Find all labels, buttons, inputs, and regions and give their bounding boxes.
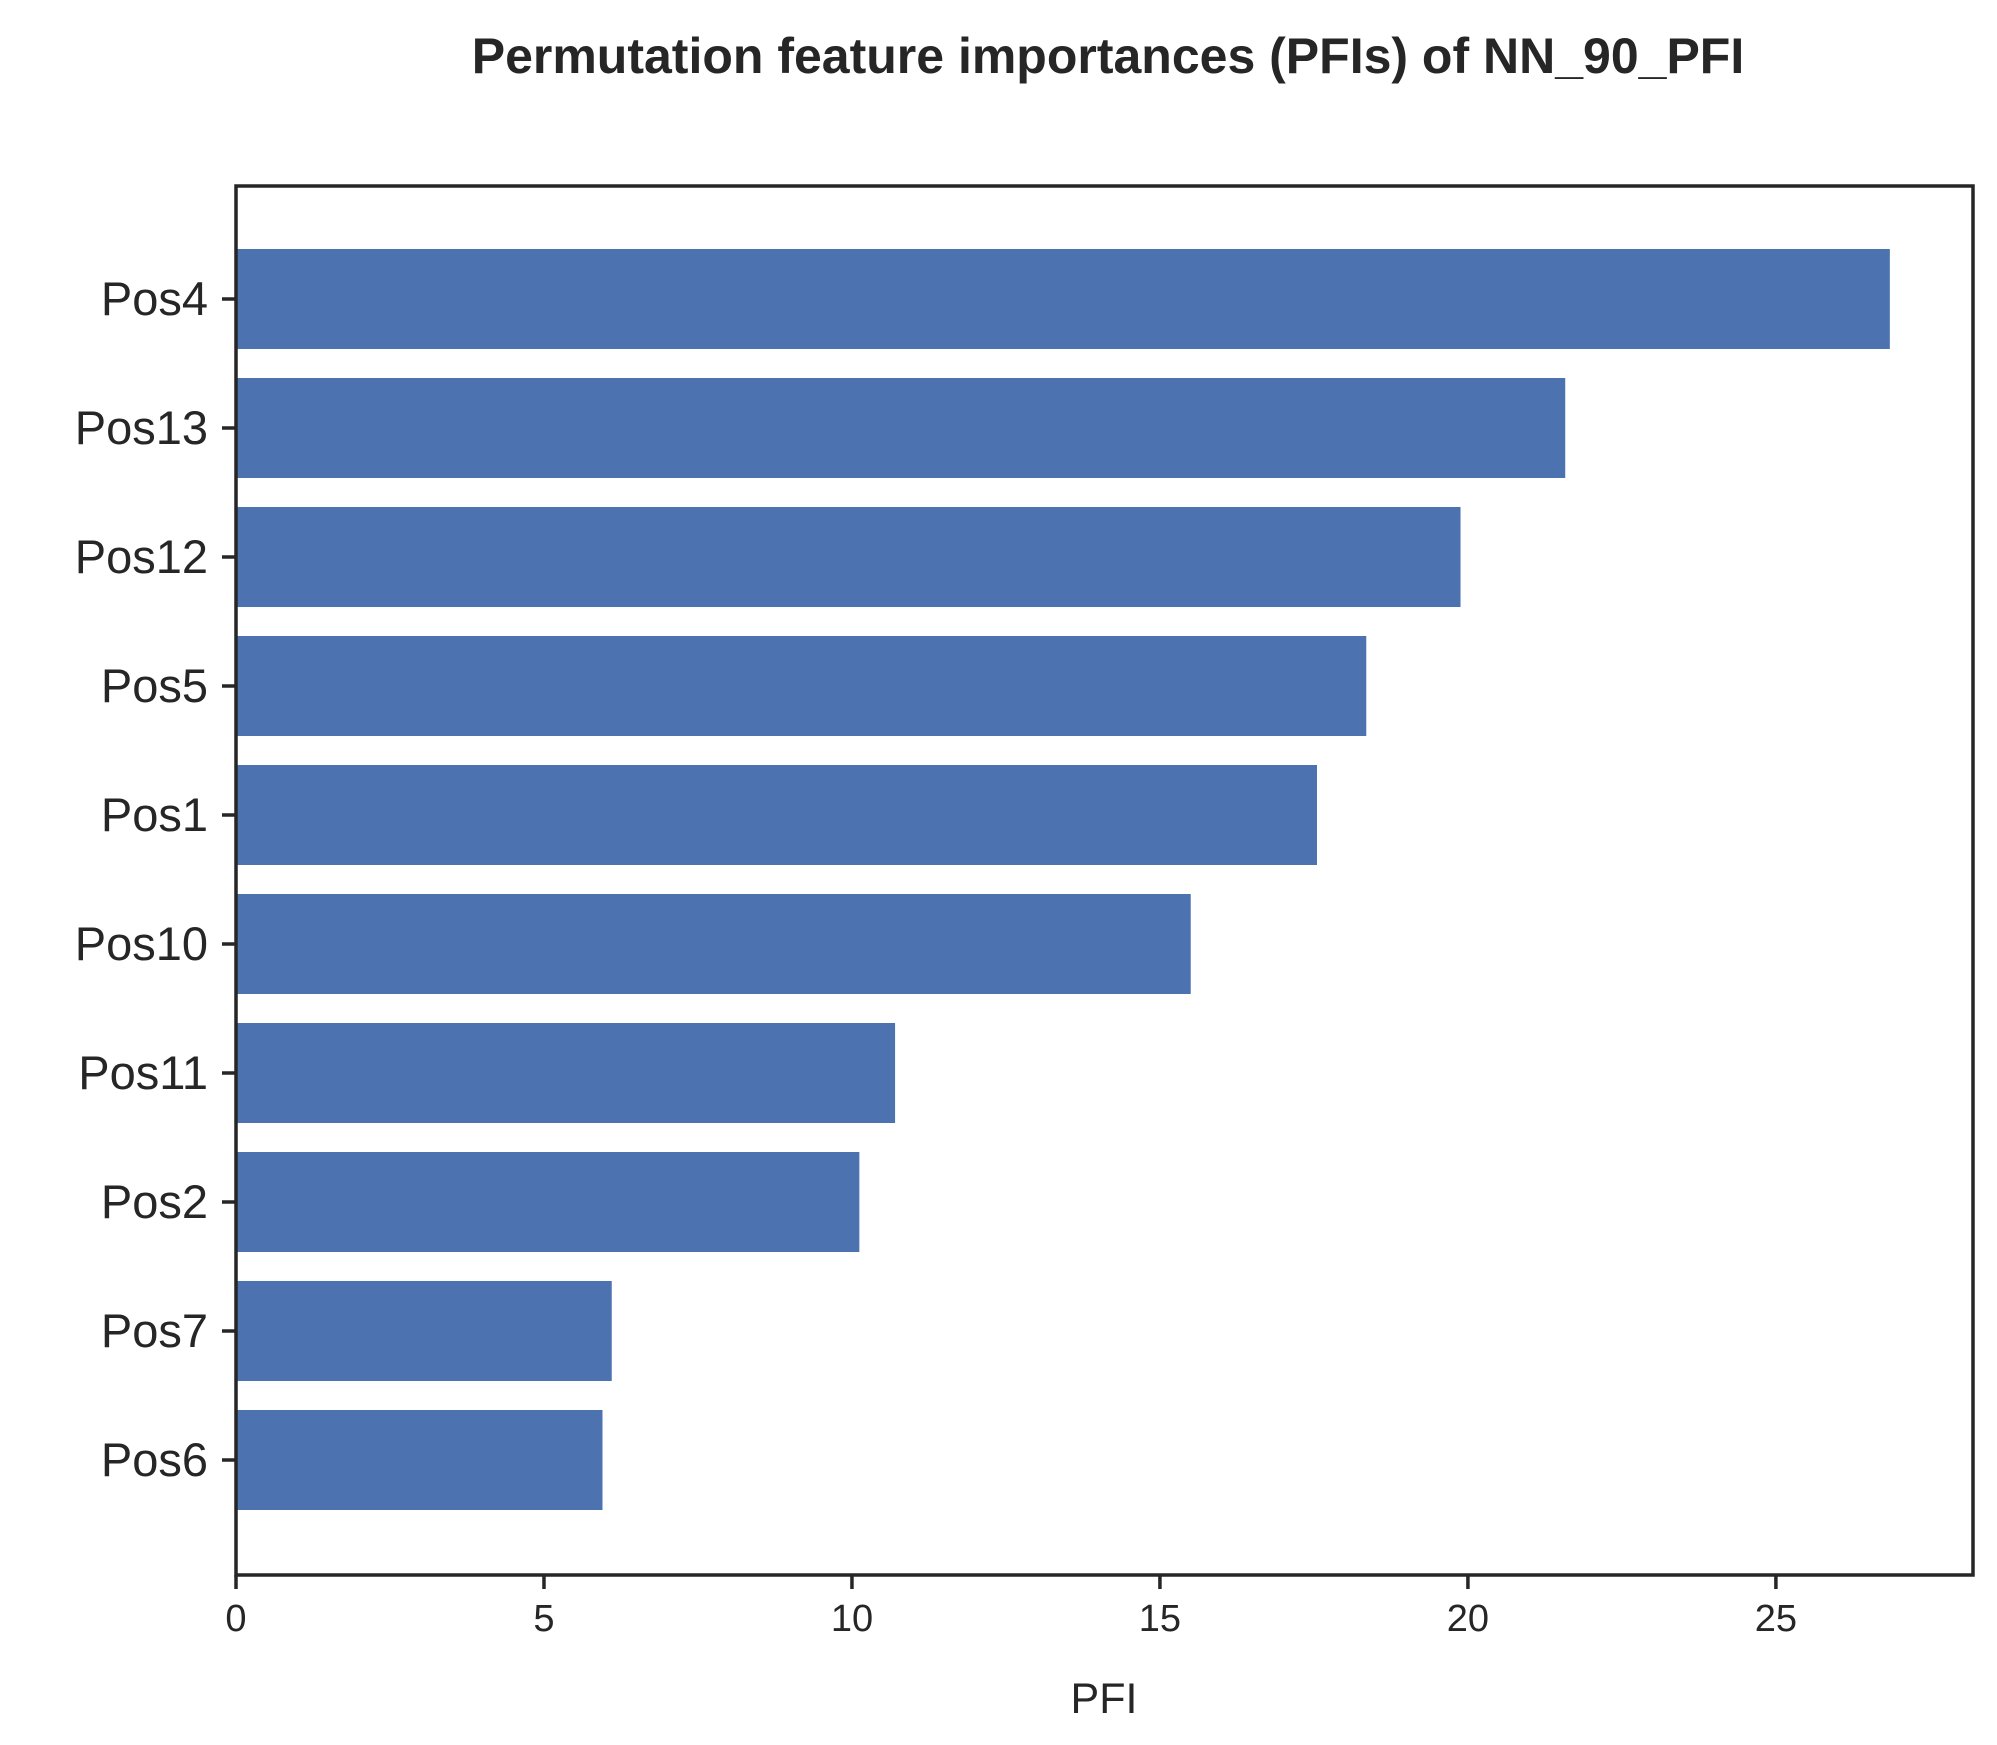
bar-pos13 xyxy=(236,378,1566,478)
y-tick-label: Pos13 xyxy=(75,401,208,454)
axes-frame xyxy=(234,184,1975,1577)
y-tick-label: Pos5 xyxy=(101,659,208,712)
y-tick-label: Pos12 xyxy=(75,530,208,583)
y-tick-label: Pos2 xyxy=(101,1175,208,1228)
y-tick-label: Pos11 xyxy=(78,1046,208,1099)
x-tick-label: 0 xyxy=(225,1598,246,1640)
chart-title: Permutation feature importances (PFIs) o… xyxy=(472,28,1745,84)
bar-pos10 xyxy=(236,894,1191,994)
x-tick-label: 25 xyxy=(1755,1598,1797,1640)
bar-pos4 xyxy=(236,249,1890,349)
bars-layer xyxy=(236,249,1890,1510)
x-axis-label: PFI xyxy=(1071,1675,1138,1723)
x-tick-label: 20 xyxy=(1447,1598,1489,1640)
y-tick-label: Pos6 xyxy=(101,1433,208,1486)
y-tick-label: Pos1 xyxy=(101,788,208,841)
y-tick-label: Pos10 xyxy=(75,917,208,970)
bar-pos5 xyxy=(236,636,1367,736)
x-tick-label: 15 xyxy=(1139,1598,1181,1640)
y-tick-label: Pos4 xyxy=(101,272,208,325)
x-axis: 0 5 10 15 20 25 xyxy=(225,1575,1797,1640)
bar-pos1 xyxy=(236,765,1318,865)
bar-pos6 xyxy=(236,1410,603,1510)
x-tick-label: 10 xyxy=(831,1598,873,1640)
bar-pos7 xyxy=(236,1281,612,1381)
bar-pos11 xyxy=(236,1023,896,1123)
bar-pos2 xyxy=(236,1152,860,1252)
x-tick-label: 5 xyxy=(533,1598,554,1640)
y-axis: Pos4 Pos13 Pos12 Pos5 Pos1 Pos10 Pos11 Pos2 Pos7… xyxy=(75,272,236,1486)
y-tick-label: Pos7 xyxy=(101,1304,208,1357)
bar-pos12 xyxy=(236,507,1461,607)
